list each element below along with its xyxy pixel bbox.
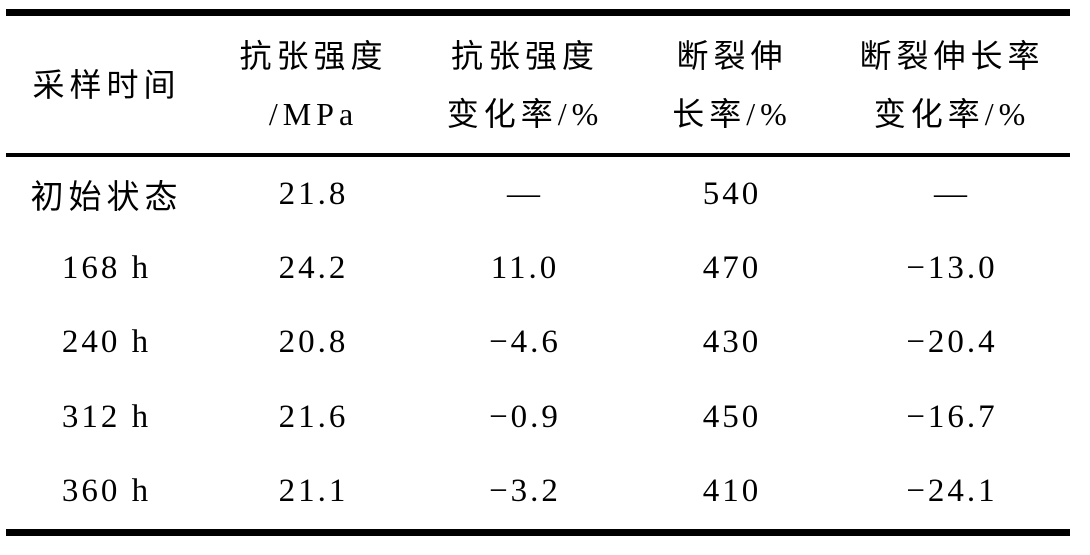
table-row: 168 h 24.2 11.0 470 −13.0 xyxy=(6,231,1070,305)
table-cell: 21.6 xyxy=(278,398,349,435)
table-cell: −3.2 xyxy=(489,473,561,510)
table-cell: 168 h xyxy=(61,250,152,287)
col-header-tensile-strength-change: 抗张强度 变化率/% xyxy=(420,13,630,156)
table-cell: 410 xyxy=(702,473,762,510)
table-cell: −16.7 xyxy=(906,398,998,435)
table-cell: −24.1 xyxy=(906,473,998,510)
col-header-elongation-at-break: 断裂伸 长率/% xyxy=(630,13,834,156)
table-cell: 540 xyxy=(702,175,762,212)
table-cell: — xyxy=(934,175,970,212)
table-cell: 21.1 xyxy=(278,473,349,510)
header-unit: /MPa xyxy=(268,95,359,132)
header-unit: 长率/% xyxy=(672,95,792,132)
table-cell: 初始状态 xyxy=(30,180,183,217)
table-row: 360 h 21.1 −3.2 410 −24.1 xyxy=(6,455,1070,533)
table-cell: −0.9 xyxy=(489,398,561,435)
table-cell: −20.4 xyxy=(906,324,998,361)
table-cell: 24.2 xyxy=(278,250,349,287)
header-unit: 变化率/% xyxy=(446,95,604,132)
col-header-elongation-change: 断裂伸长率 变化率/% xyxy=(834,13,1070,156)
header-unit: 变化率/% xyxy=(873,95,1031,132)
table-cell: 312 h xyxy=(61,398,152,435)
sampling-results-table: 采样时间 抗张强度 /MPa 抗张强度 变化率/% 断裂伸 长率/% 断裂伸长率… xyxy=(6,9,1070,536)
header-label: 抗张强度 xyxy=(239,37,388,74)
header-label: 采样时间 xyxy=(32,66,181,103)
header-label: 抗张强度 xyxy=(450,37,599,74)
table-row: 初始状态 21.8 — 540 — xyxy=(6,155,1070,231)
table-cell: 450 xyxy=(702,398,762,435)
header-label: 断裂伸 xyxy=(676,37,788,74)
col-header-sample-time: 采样时间 xyxy=(6,13,207,156)
table-cell: −4.6 xyxy=(489,324,561,361)
col-header-tensile-strength: 抗张强度 /MPa xyxy=(207,13,420,156)
table-cell: — xyxy=(507,175,543,212)
table-cell: 21.8 xyxy=(278,175,349,212)
table-cell: 240 h xyxy=(61,324,152,361)
table-cell: 470 xyxy=(702,250,762,287)
header-label: 断裂伸长率 xyxy=(859,37,1045,74)
table-row: 240 h 20.8 −4.6 430 −20.4 xyxy=(6,306,1070,380)
table-cell: 430 xyxy=(702,324,762,361)
table-cell: 20.8 xyxy=(278,324,349,361)
table-body: 初始状态 21.8 — 540 — 168 h 24.2 11.0 470 −1… xyxy=(6,155,1070,532)
table-cell: 360 h xyxy=(61,473,152,510)
header-row: 采样时间 抗张强度 /MPa 抗张强度 变化率/% 断裂伸 长率/% 断裂伸长率… xyxy=(6,13,1070,156)
table-row: 312 h 21.6 −0.9 450 −16.7 xyxy=(6,380,1070,454)
table-cell: −13.0 xyxy=(906,250,998,287)
table-header: 采样时间 抗张强度 /MPa 抗张强度 变化率/% 断裂伸 长率/% 断裂伸长率… xyxy=(6,13,1070,156)
table-cell: 11.0 xyxy=(490,250,560,287)
